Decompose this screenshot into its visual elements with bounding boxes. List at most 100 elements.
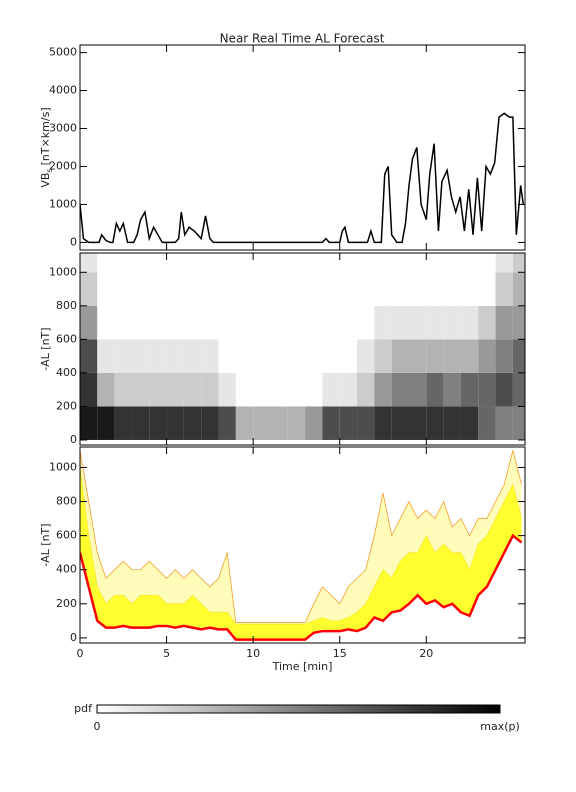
pdf-cell — [339, 272, 358, 306]
pdf-cell — [183, 339, 202, 373]
pdf-cell — [426, 339, 444, 373]
pdf-cell — [495, 305, 513, 340]
pdf-cell — [149, 305, 167, 340]
y-tick-label: 0 — [70, 235, 77, 248]
pdf-cell — [253, 272, 271, 306]
plot-area — [80, 450, 523, 641]
pdf-cell — [391, 372, 409, 407]
pdf-cell — [512, 253, 525, 273]
pdf-cell — [357, 272, 375, 306]
pdf-cell — [114, 372, 132, 407]
band-edge — [80, 450, 522, 623]
pdf-cell — [460, 305, 479, 340]
pdf-cell — [512, 305, 525, 340]
pdf-cell — [131, 253, 150, 273]
pdf-cell — [495, 253, 513, 273]
pdf-cell — [287, 372, 306, 407]
pdf-cell — [114, 339, 132, 373]
y-axis-label: VBs [nT×km/s] — [39, 107, 54, 187]
pdf-cell — [512, 406, 525, 440]
colorbar-min: 0 — [94, 720, 101, 733]
pdf-cell — [322, 305, 340, 340]
pdf-cell — [253, 372, 271, 407]
pdf-cell — [322, 339, 340, 373]
x-tick-label: 20 — [419, 647, 433, 660]
pdf-cell — [305, 305, 323, 340]
y-label-sub: s — [45, 168, 54, 172]
pdf-cell — [235, 253, 254, 273]
pdf-cell — [495, 272, 513, 306]
pdf-cell — [478, 406, 496, 440]
chart-title: Near Real Time AL Forecast — [220, 32, 385, 46]
pdf-cell — [495, 339, 513, 373]
pdf-cell — [374, 339, 392, 373]
pdf-cell — [357, 406, 375, 440]
y-label-main: VB — [39, 173, 52, 188]
pdf-cell — [183, 272, 202, 306]
pdf-cell — [426, 406, 444, 440]
pdf-cell — [460, 406, 479, 440]
pdf-cell — [426, 305, 444, 340]
pdf-cell — [443, 253, 461, 273]
pdf-cell — [374, 406, 392, 440]
pdf-cell — [322, 372, 340, 407]
pdf-cell — [235, 272, 254, 306]
pdf-cell — [460, 253, 479, 273]
pdf-cell — [512, 339, 525, 373]
pdf-cell — [270, 339, 288, 373]
pdf-cell — [443, 406, 461, 440]
pdf-cell — [235, 305, 254, 340]
pdf-cell — [183, 253, 202, 273]
band-edge — [80, 467, 522, 625]
pdf-cell — [97, 272, 115, 306]
pdf-cell — [201, 305, 219, 340]
pdf-cell — [114, 305, 132, 340]
pdf-cell — [218, 305, 236, 340]
pdf-cell — [97, 305, 115, 340]
pdf-cell — [478, 253, 496, 273]
pdf-cell — [512, 372, 525, 407]
pdf-cell — [253, 406, 271, 440]
pdf-cell — [339, 305, 358, 340]
panel-frame — [79, 252, 526, 446]
x-tick-label: 5 — [163, 647, 170, 660]
pdf-cell — [218, 406, 236, 440]
pdf-cell — [97, 253, 115, 273]
pdf-cell — [131, 406, 150, 440]
pdf-cell — [201, 406, 219, 440]
y-axis-label: -AL [nT] — [39, 327, 52, 370]
pdf-cell — [218, 339, 236, 373]
pdf-cell — [391, 339, 409, 373]
pdf-cell — [357, 305, 375, 340]
pdf-cell — [460, 272, 479, 306]
colorbar-label: pdf — [74, 702, 93, 715]
pdf-cell — [443, 272, 461, 306]
pdf-cell — [305, 372, 323, 407]
x-tick-label: 15 — [333, 647, 347, 660]
y-label-main: -AL [nT] — [39, 523, 52, 566]
y-tick-label: 4000 — [49, 84, 77, 97]
pdf-cell — [201, 372, 219, 407]
pdf-cell — [270, 305, 288, 340]
pdf-cell — [80, 372, 98, 407]
pdf-cell — [114, 253, 132, 273]
pdf-cell — [408, 305, 427, 340]
y-label-main: -AL [nT] — [39, 327, 52, 370]
pdf-cell — [478, 305, 496, 340]
data-line — [80, 112, 525, 244]
pdf-cell — [287, 272, 306, 306]
pdf-cell — [97, 339, 115, 373]
x-tick-label: 0 — [77, 647, 84, 660]
pdf-cell — [460, 339, 479, 373]
x-tick-label: 10 — [246, 647, 260, 660]
pdf-cell — [408, 372, 427, 407]
pdf-cell — [391, 406, 409, 440]
pdf-cell — [270, 372, 288, 407]
pdf-cell — [149, 253, 167, 273]
pdf-cell — [287, 339, 306, 373]
pdf-cell — [131, 372, 150, 407]
pdf-cell — [287, 305, 306, 340]
plot-area — [80, 253, 525, 440]
pdf-cell — [305, 253, 323, 273]
pdf-cell — [80, 253, 98, 273]
